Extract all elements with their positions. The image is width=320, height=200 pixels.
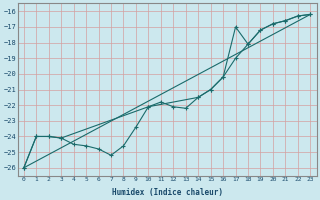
X-axis label: Humidex (Indice chaleur): Humidex (Indice chaleur) (112, 188, 223, 197)
